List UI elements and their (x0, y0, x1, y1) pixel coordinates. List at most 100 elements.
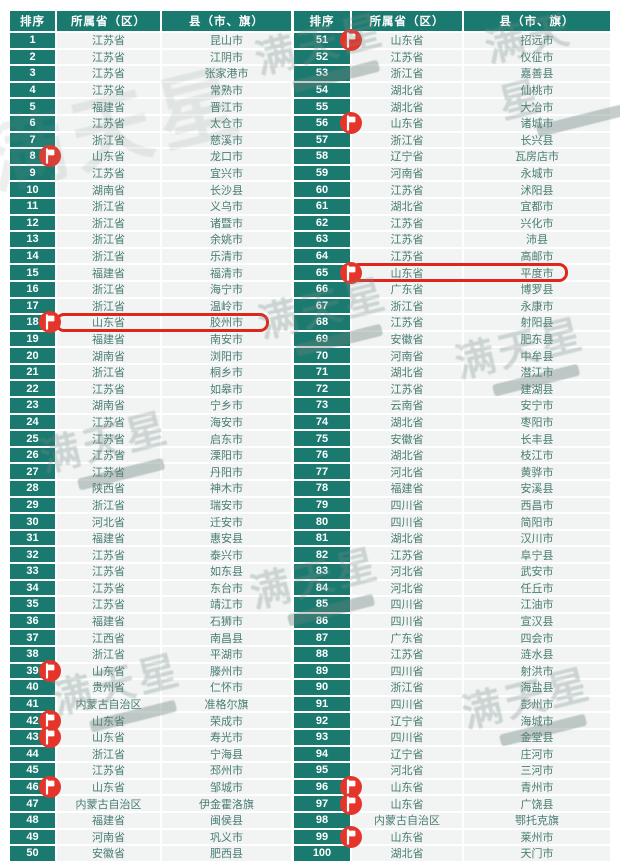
rank-cell: 49 (10, 829, 55, 845)
county-cell: 瑞安市 (162, 497, 291, 513)
county-cell: 沭阳县 (464, 182, 610, 197)
province-cell: 安徽省 (352, 431, 462, 446)
rank-cell: 70 (294, 348, 350, 363)
rank-cell: 93 (294, 729, 350, 745)
flag-pin-icon (38, 144, 62, 168)
county-cell: 诸暨市 (162, 215, 291, 231)
province-cell: 湖北省 (352, 846, 462, 861)
county-cell: 温岭市 (162, 298, 291, 314)
county-cell: 诸城市 (464, 115, 610, 131)
table-row: 95 河北省 三河市 (294, 763, 610, 778)
table-row: 29 浙江省 瑞安市 (10, 497, 291, 513)
table-row: 86 四川省 宣汉县 (294, 613, 610, 629)
table-row: 54 湖北省 仙桃市 (294, 82, 610, 98)
province-cell: 浙江省 (57, 746, 160, 762)
county-cell: 阜宁县 (464, 547, 610, 562)
province-cell: 山东省 (352, 796, 462, 811)
table-row: 78 福建省 安溪县 (294, 481, 610, 496)
table-row: 62 江苏省 兴化市 (294, 215, 610, 231)
province-cell: 湖北省 (352, 198, 462, 214)
table-row: 97 山东省 广饶县 (294, 792, 610, 815)
table-row: 83 河北省 武安市 (294, 564, 610, 579)
table-row: 81 湖北省 汉川市 (294, 530, 610, 546)
province-cell: 山东省 (57, 663, 160, 679)
table-row: 49 河南省 巩义市 (10, 829, 291, 845)
county-cell: 招远市 (464, 33, 610, 48)
county-cell: 嘉善县 (464, 66, 610, 81)
province-cell: 陕西省 (57, 481, 160, 496)
rank-cell: 22 (10, 381, 55, 397)
province-cell: 河北省 (352, 763, 462, 778)
province-cell: 浙江省 (57, 298, 160, 314)
rank-cell: 80 (294, 514, 350, 529)
county-cell: 平湖市 (162, 646, 291, 662)
province-cell: 湖南省 (57, 182, 160, 197)
table-header-row: 排序 所属省（区） 县（市、旗） (10, 11, 291, 31)
province-cell: 浙江省 (57, 248, 160, 264)
county-cell: 龙口市 (162, 149, 291, 164)
province-cell: 浙江省 (352, 680, 462, 695)
table-row: 84 河北省 任丘市 (294, 580, 610, 596)
rank-cell: 19 (10, 331, 55, 347)
table-row: 65 山东省 平度市 (294, 261, 610, 284)
table-row: 61 湖北省 宜都市 (294, 198, 610, 214)
rank-cell: 63 (294, 232, 350, 247)
province-cell: 四川省 (352, 514, 462, 529)
province-cell: 浙江省 (57, 132, 160, 148)
rank-cell: 73 (294, 398, 350, 413)
province-cell: 江苏省 (352, 248, 462, 264)
province-cell: 河北省 (352, 564, 462, 579)
province-cell: 浙江省 (57, 646, 160, 662)
table-row: 79 四川省 西昌市 (294, 497, 610, 513)
table-row: 47 内蒙古自治区 伊金霍洛旗 (10, 796, 291, 811)
table-row: 96 山东省 青州市 (294, 776, 610, 799)
county-cell: 瓦房店市 (464, 149, 610, 164)
table-row: 25 江苏省 启东市 (10, 431, 291, 446)
rank-cell: 23 (10, 398, 55, 413)
province-cell: 内蒙古自治区 (57, 796, 160, 811)
province-cell: 江苏省 (352, 646, 462, 662)
province-cell: 内蒙古自治区 (352, 812, 462, 828)
province-cell: 辽宁省 (352, 713, 462, 728)
county-cell: 常熟市 (162, 82, 291, 98)
county-cell: 靖江市 (162, 597, 291, 612)
rank-cell: 86 (294, 613, 350, 629)
county-cell: 天门市 (464, 846, 610, 861)
flag-pin-icon (339, 792, 363, 816)
rank-cell: 35 (10, 597, 55, 612)
rank-cell: 56 (294, 115, 350, 131)
county-cell: 海安市 (162, 414, 291, 430)
county-cell: 大冶市 (464, 99, 610, 114)
county-cell: 简阳市 (464, 514, 610, 529)
county-cell: 鄂托克旗 (464, 812, 610, 828)
county-cell: 任丘市 (464, 580, 610, 596)
province-cell: 四川省 (352, 696, 462, 712)
rank-cell: 96 (294, 779, 350, 795)
county-cell: 溧阳市 (162, 447, 291, 463)
county-cell: 仙桃市 (464, 82, 610, 98)
province-cell: 福建省 (57, 613, 160, 629)
rank-cell: 91 (294, 696, 350, 712)
county-cell: 长丰县 (464, 431, 610, 446)
county-cell: 肥西县 (162, 846, 291, 861)
table-row: 64 江苏省 高邮市 (294, 248, 610, 264)
province-cell: 浙江省 (57, 364, 160, 380)
province-cell: 广东省 (352, 630, 462, 645)
rank-cell: 9 (10, 165, 55, 181)
county-cell: 丹阳市 (162, 464, 291, 480)
province-cell: 山东省 (57, 713, 160, 728)
rank-cell: 95 (294, 763, 350, 778)
table-row: 17 浙江省 温岭市 (10, 298, 291, 314)
province-cell: 福建省 (352, 481, 462, 496)
province-cell: 江苏省 (57, 414, 160, 430)
table-row: 2 江苏省 江阴市 (10, 49, 291, 65)
table-row: 59 河南省 永城市 (294, 165, 610, 181)
table-row: 11 浙江省 义乌市 (10, 198, 291, 214)
county-cell: 慈溪市 (162, 132, 291, 148)
county-cell: 胶州市 (162, 315, 291, 330)
province-cell: 浙江省 (352, 66, 462, 81)
table-row: 55 湖北省 大冶市 (294, 99, 610, 114)
rank-cell: 21 (10, 364, 55, 380)
province-cell: 浙江省 (352, 132, 462, 148)
county-cell: 南昌县 (162, 630, 291, 645)
